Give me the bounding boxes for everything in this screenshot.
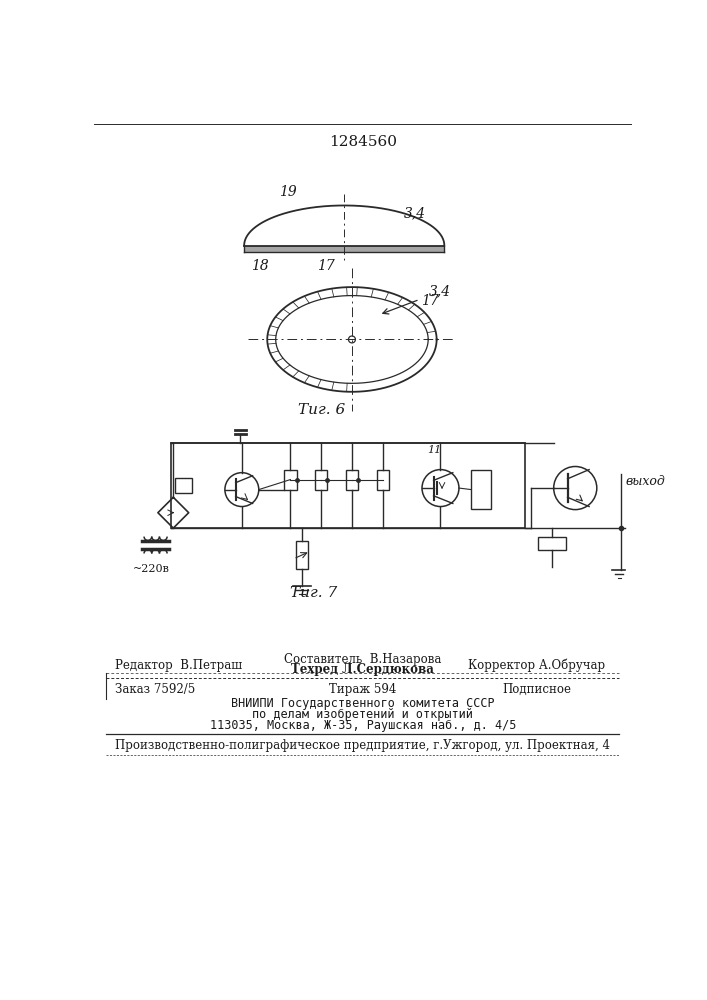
Text: Тираж 594: Тираж 594 bbox=[329, 683, 397, 696]
Text: 17: 17 bbox=[317, 259, 335, 273]
Text: 19: 19 bbox=[279, 185, 296, 199]
Bar bbox=[175, 478, 192, 493]
Text: ~220в: ~220в bbox=[134, 564, 170, 574]
Text: Составитель  В.Назарова: Составитель В.Назарова bbox=[284, 652, 441, 666]
Bar bbox=[346, 470, 358, 490]
Text: Τиг. 7: Τиг. 7 bbox=[290, 586, 337, 600]
Text: Заказ 7592/5: Заказ 7592/5 bbox=[115, 683, 195, 696]
Bar bbox=[538, 537, 566, 550]
Bar bbox=[296, 541, 308, 569]
Text: 11: 11 bbox=[427, 445, 441, 455]
Text: по делам изобретений и открытий: по делам изобретений и открытий bbox=[252, 708, 473, 721]
Bar bbox=[472, 470, 491, 509]
Text: 17: 17 bbox=[421, 294, 439, 308]
Text: Производственно-полиграфическое предприятие, г.Ужгород, ул. Проектная, 4: Производственно-полиграфическое предприя… bbox=[115, 739, 609, 752]
Text: Τиг. 6: Τиг. 6 bbox=[298, 403, 345, 417]
Bar bbox=[284, 470, 296, 490]
Text: 18: 18 bbox=[251, 259, 269, 273]
Text: 3,4: 3,4 bbox=[429, 285, 451, 299]
Text: Редактор  В.Петраш: Редактор В.Петраш bbox=[115, 659, 242, 672]
Text: ВНИИПИ Государственного комитета СССР: ВНИИПИ Государственного комитета СССР bbox=[231, 697, 494, 710]
Bar bbox=[377, 470, 389, 490]
Text: Корректор А.Обручар: Корректор А.Обручар bbox=[468, 658, 605, 672]
Bar bbox=[315, 470, 327, 490]
Text: 113035, Москва, Ж-35, Раушская наб., д. 4/5: 113035, Москва, Ж-35, Раушская наб., д. … bbox=[209, 719, 516, 732]
Text: 1284560: 1284560 bbox=[329, 135, 397, 149]
Text: Подписное: Подписное bbox=[502, 683, 571, 696]
Text: Техред Л.Сердюкова: Техред Л.Сердюкова bbox=[291, 663, 434, 676]
Text: 3,4: 3,4 bbox=[404, 206, 426, 220]
Bar bbox=[171, 443, 525, 528]
Text: выход: выход bbox=[625, 475, 665, 488]
